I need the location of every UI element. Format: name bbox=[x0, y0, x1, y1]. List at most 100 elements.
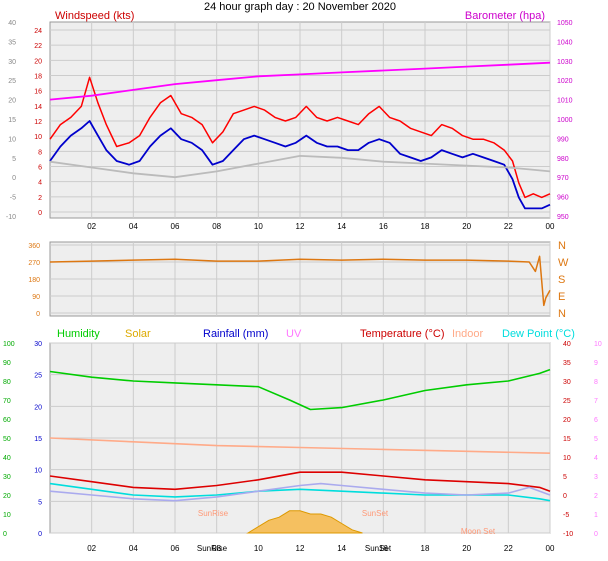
cond-temp-tick-label: -5 bbox=[563, 512, 569, 519]
legend-entry: Temperature (°C) bbox=[360, 328, 444, 340]
wind-right-tick-label: 1030 bbox=[557, 59, 573, 66]
wind-right-tick-label: 980 bbox=[557, 156, 569, 163]
cond-uv-tick-label: 1 bbox=[594, 512, 598, 519]
chart-annotation: SunSet bbox=[362, 509, 389, 518]
cond-humidity-tick-label: 100 bbox=[3, 341, 15, 348]
dir-series-0 bbox=[49, 255, 551, 307]
wind-left-tick-label: 8 bbox=[38, 149, 42, 156]
dir-left-tick-label: 180 bbox=[28, 277, 40, 284]
cond-temp-tick-label: -10 bbox=[563, 531, 573, 538]
wind-left2-tick-label: 35 bbox=[8, 39, 16, 46]
wind-series-3 bbox=[49, 154, 551, 179]
cond-temp-tick-label: 15 bbox=[563, 436, 571, 443]
wind-series-2 bbox=[49, 61, 551, 101]
cond-temp-tick-label: 20 bbox=[563, 417, 571, 424]
wind-left2-tick-label: 15 bbox=[8, 117, 16, 124]
cond-x-tick-label: 12 bbox=[296, 544, 305, 553]
dir-compass-label: N bbox=[558, 308, 566, 320]
cond-series-2 bbox=[49, 471, 551, 492]
cond-humidity-tick-label: 40 bbox=[3, 455, 11, 462]
wind-x-tick-label: 04 bbox=[129, 222, 138, 231]
cond-rain-tick-label: 25 bbox=[34, 373, 42, 380]
wind-x-tick-label: 06 bbox=[171, 222, 180, 231]
wind-left2-tick-label: -10 bbox=[6, 214, 16, 221]
wind-left2-tick-label: 5 bbox=[12, 156, 16, 163]
sunrise-axis-label: SunRise bbox=[197, 544, 228, 553]
conditions-chart: Humidity Solar Rainfall (mm) UV Temperature … bbox=[3, 328, 602, 553]
wind-left-tick-label: 6 bbox=[38, 165, 42, 172]
legend-entry: Dew Point (°C) bbox=[502, 328, 575, 340]
wind-x-tick-label: 20 bbox=[462, 222, 471, 231]
legend-entry: Humidity bbox=[57, 328, 100, 340]
legend-entry: Indoor bbox=[452, 328, 484, 340]
cond-temp-tick-label: 25 bbox=[563, 398, 571, 405]
wind-left2-tick-label: 30 bbox=[8, 59, 16, 66]
wind-x-tick-label: 14 bbox=[337, 222, 346, 231]
cond-uv-tick-label: 7 bbox=[594, 398, 598, 405]
wind-x-tick-label: 22 bbox=[504, 222, 513, 231]
cond-temp-tick-label: 10 bbox=[563, 455, 571, 462]
wind-right-tick-label: 950 bbox=[557, 214, 569, 221]
wind-left-tick-label: 16 bbox=[34, 89, 42, 96]
cond-x-tick-label: 02 bbox=[87, 544, 96, 553]
wind-right-tick-label: 1020 bbox=[557, 78, 573, 85]
cond-humidity-tick-label: 70 bbox=[3, 398, 11, 405]
cond-series-solar bbox=[246, 510, 363, 534]
cond-humidity-tick-label: 20 bbox=[3, 493, 11, 500]
cond-x-tick-label: 16 bbox=[379, 544, 388, 553]
cond-temp-tick-label: 40 bbox=[563, 341, 571, 348]
wind-left2-tick-label: 40 bbox=[8, 20, 16, 27]
cond-x-tick-label: 18 bbox=[421, 544, 430, 553]
wind-x-tick-label: 10 bbox=[254, 222, 263, 231]
cond-uv-tick-label: 6 bbox=[594, 417, 598, 424]
sunset-axis-label: SunSet bbox=[365, 544, 392, 553]
cond-temp-tick-label: 30 bbox=[563, 379, 571, 386]
legend-entry: Rainfall (mm) bbox=[203, 328, 268, 340]
cond-humidity-tick-label: 60 bbox=[3, 417, 11, 424]
legend-entry: Solar bbox=[125, 328, 151, 340]
cond-humidity-tick-label: 0 bbox=[3, 531, 7, 538]
cond-uv-tick-label: 4 bbox=[594, 455, 598, 462]
cond-humidity-tick-label: 10 bbox=[3, 512, 11, 519]
wind-left2-tick-label: 20 bbox=[8, 98, 16, 105]
wind-left-tick-label: 22 bbox=[34, 43, 42, 50]
cond-rain-tick-label: 20 bbox=[34, 404, 42, 411]
cond-rain-tick-label: 0 bbox=[38, 531, 42, 538]
wind-left-axis-label: Windspeed (kts) bbox=[55, 10, 134, 22]
cond-rain-tick-label: 5 bbox=[38, 499, 42, 506]
wind-series-1 bbox=[49, 120, 551, 210]
cond-temp-tick-label: 5 bbox=[563, 474, 567, 481]
cond-x-tick-label: 04 bbox=[129, 544, 138, 553]
wind-right-axis-label: Barometer (hpa) bbox=[465, 10, 545, 22]
dir-compass-label: S bbox=[558, 274, 565, 286]
dir-left-tick-label: 270 bbox=[28, 260, 40, 267]
wind-left-tick-label: 24 bbox=[34, 28, 42, 35]
wind-x-tick-label: 08 bbox=[212, 222, 221, 231]
cond-x-tick-label: 08 bbox=[212, 544, 221, 553]
wind-left-tick-label: 2 bbox=[38, 195, 42, 202]
cond-x-tick-label: 00 bbox=[546, 544, 555, 553]
wind-left-tick-label: 4 bbox=[38, 180, 42, 187]
cond-uv-tick-label: 8 bbox=[594, 379, 598, 386]
wind-left-tick-label: 10 bbox=[34, 134, 42, 141]
wind-right-tick-label: 1010 bbox=[557, 98, 573, 105]
cond-rain-tick-label: 30 bbox=[34, 341, 42, 348]
wind-x-tick-label: 18 bbox=[421, 222, 430, 231]
cond-series-4 bbox=[49, 482, 551, 502]
dir-left-tick-label: 360 bbox=[28, 243, 40, 250]
chart-annotation: SunRise bbox=[198, 509, 229, 518]
cond-rain-tick-label: 10 bbox=[34, 468, 42, 475]
cond-series-0 bbox=[49, 368, 551, 411]
chart-annotation: Moon Set bbox=[461, 527, 496, 536]
wind-left2-tick-label: 10 bbox=[8, 136, 16, 143]
cond-rain-tick-label: 15 bbox=[34, 436, 42, 443]
cond-x-tick-label: 10 bbox=[254, 544, 263, 553]
cond-uv-tick-label: 5 bbox=[594, 436, 598, 443]
cond-humidity-tick-label: 30 bbox=[3, 474, 11, 481]
cond-x-tick-label: 22 bbox=[504, 544, 513, 553]
cond-x-tick-label: 20 bbox=[462, 544, 471, 553]
cond-uv-tick-label: 10 bbox=[594, 341, 602, 348]
wind-x-tick-label: 02 bbox=[87, 222, 96, 231]
